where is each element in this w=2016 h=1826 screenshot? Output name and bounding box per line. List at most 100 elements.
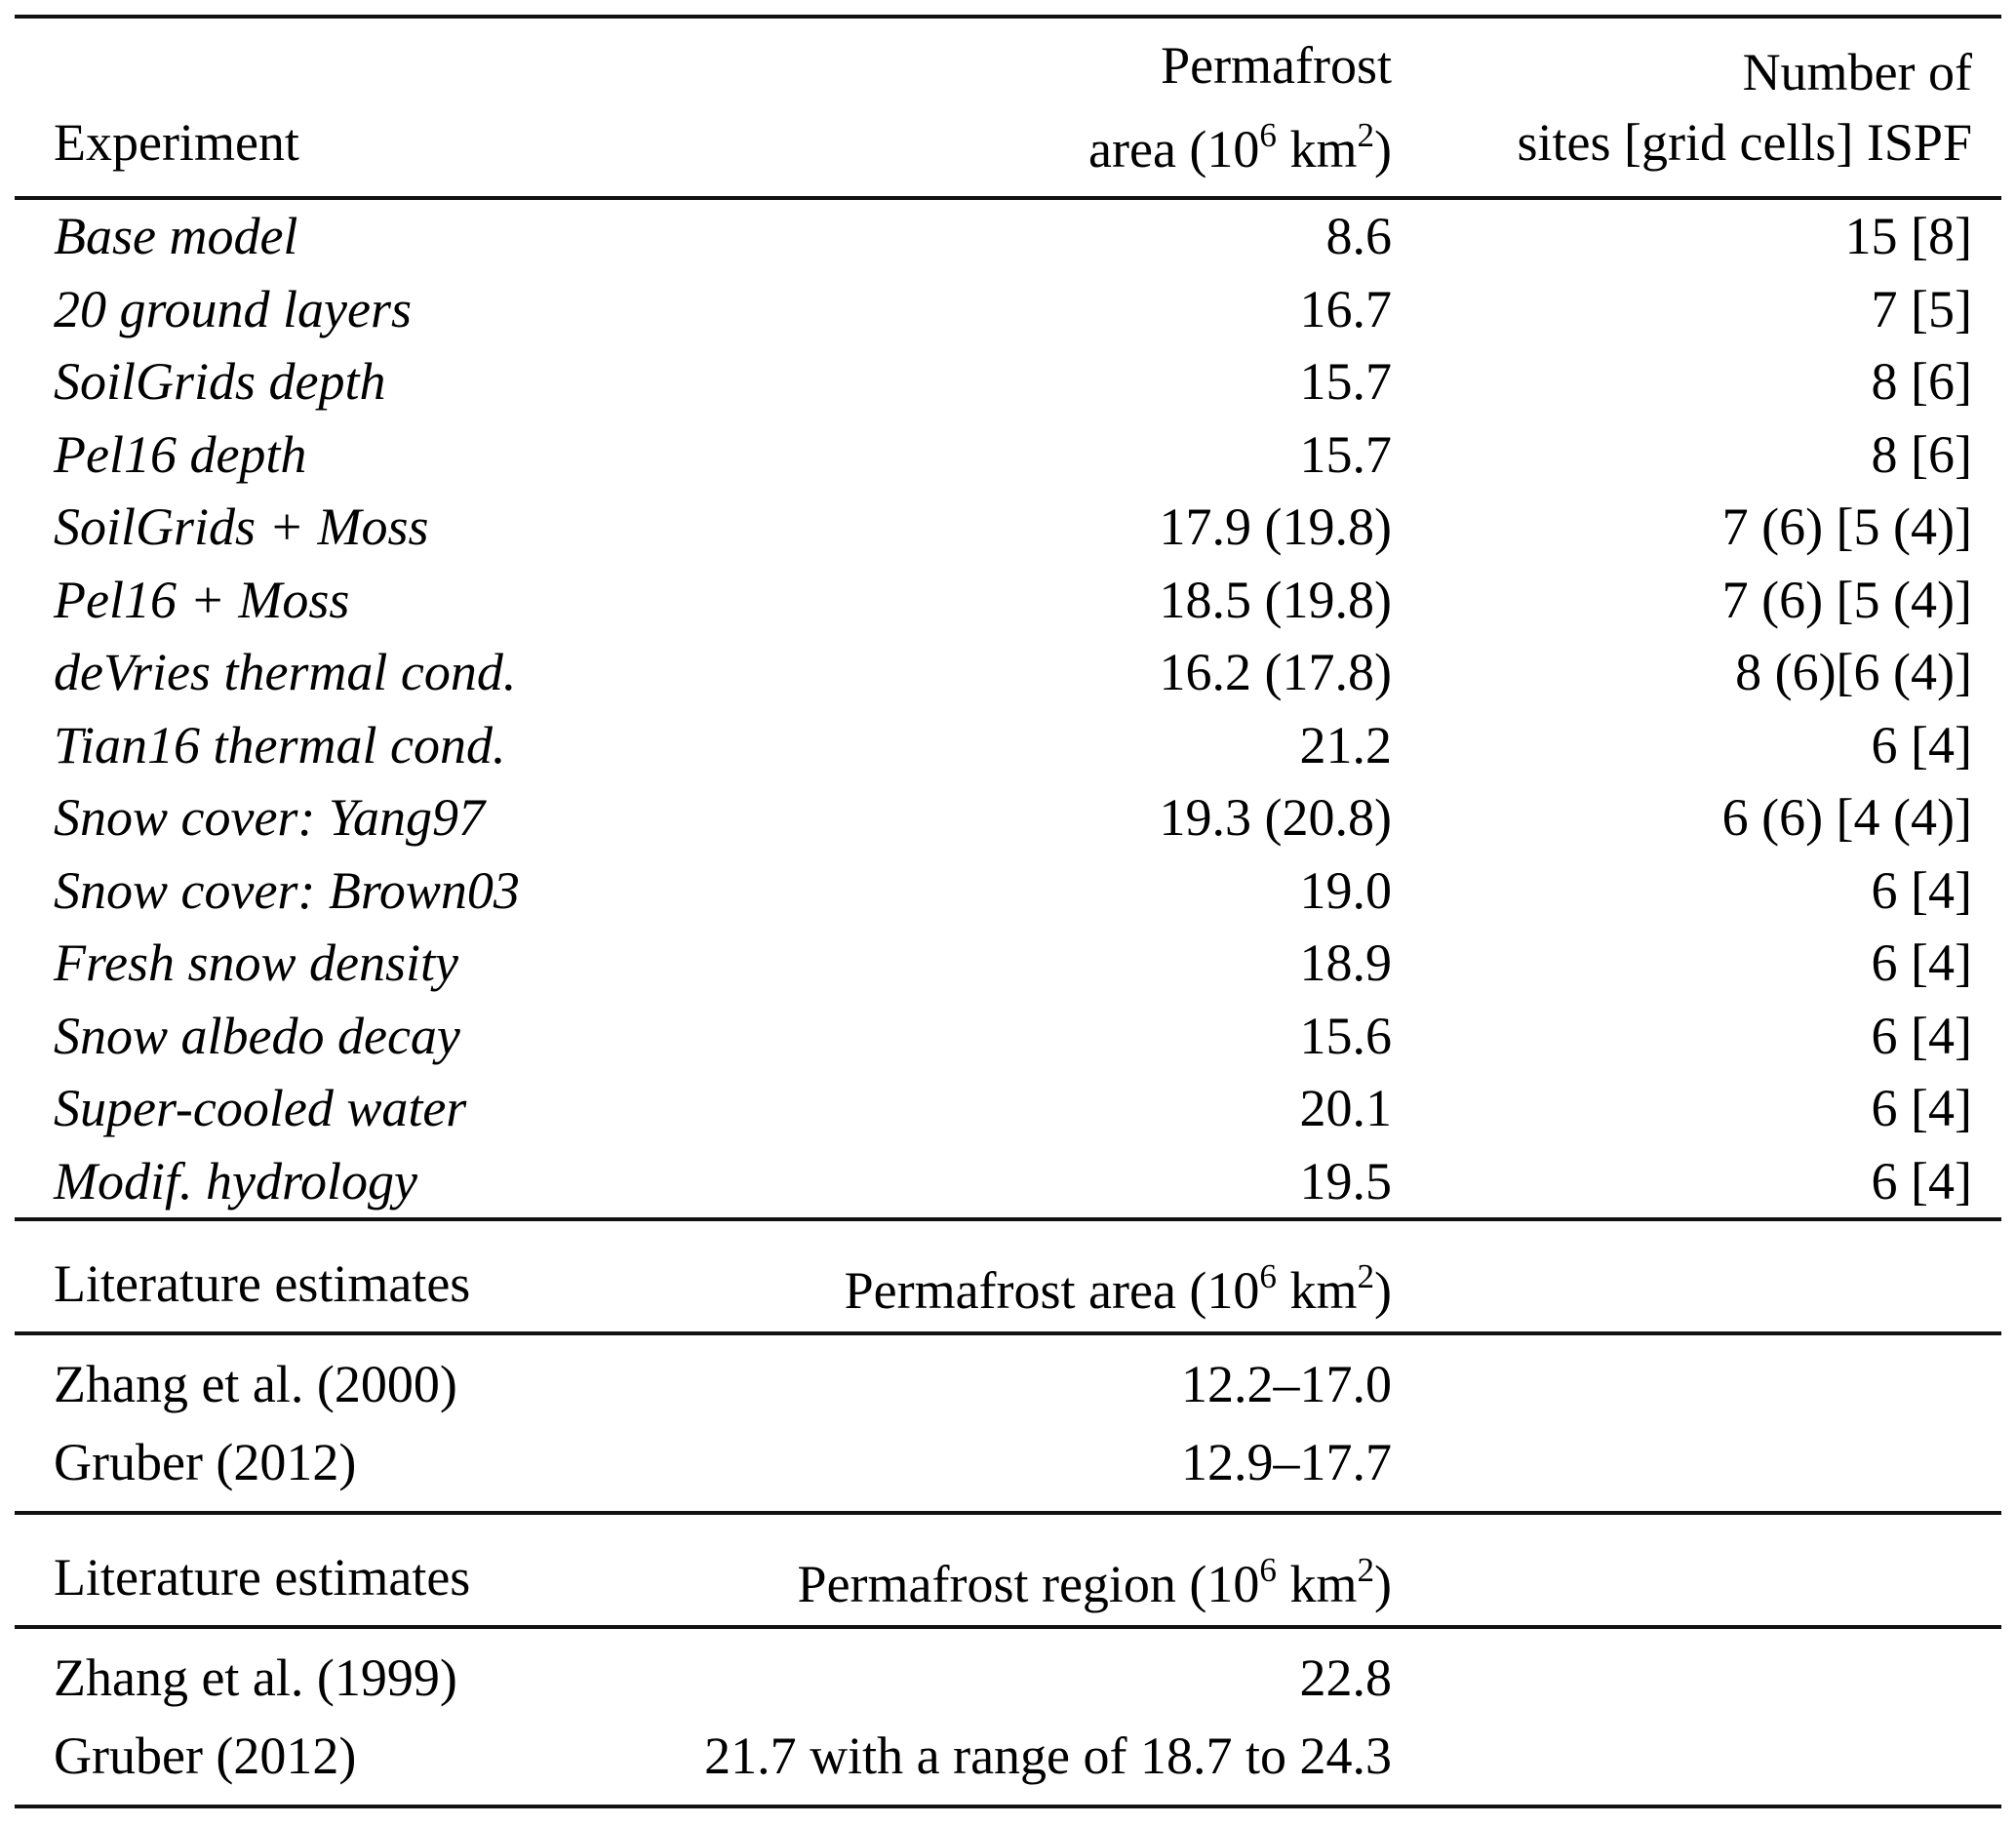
literature-area-header-row: Literature estimates Permafrost area (10… — [15, 1221, 2001, 1331]
permafrost-area-header-cell: Permafrost area (106 km2) — [543, 30, 1421, 184]
table-row: Pel16 + Moss 18.5 (19.8) 7 (6) [5 (4)] — [15, 564, 2001, 637]
reference-name-cell: Zhang et al. (1999) — [54, 1648, 457, 1707]
area-value-cell: 8.6 — [1325, 207, 1393, 265]
experiment-name-cell: Pel16 depth — [54, 424, 307, 484]
sites-value-cell: 8 (6)[6 (4)] — [1735, 643, 1972, 701]
table-row: Base model 8.6 15 [8] — [15, 200, 2001, 273]
table-row: Zhang et al. (2000) 12.2–17.0 — [15, 1345, 2001, 1423]
lit-region-text: Permafrost region (10 — [797, 1555, 1260, 1614]
literature-estimates-label: Literature estimates — [54, 1253, 471, 1313]
experiment-name-cell: Super-cooled water — [54, 1079, 467, 1137]
area-value-cell: 18.9 — [1299, 933, 1393, 992]
header-rule — [15, 196, 2001, 200]
sites-header-line2: sites [grid cells] ISPF — [1517, 113, 1973, 172]
area-value-cell: 16.7 — [1299, 279, 1393, 338]
permafrost-area-header-line1: Permafrost — [1161, 35, 1392, 95]
reference-value-cell: 22.8 — [1299, 1648, 1393, 1707]
table-row: Tian16 thermal cond. 21.2 6 [4] — [15, 709, 2001, 782]
top-rule — [15, 15, 2001, 19]
literature-area-header: Permafrost area (106 km2) — [543, 1221, 1421, 1346]
reference-name-cell: Zhang et al. (2000) — [54, 1355, 457, 1413]
experiment-name-cell: Snow cover: Brown03 — [54, 860, 520, 920]
table-row: Modif. hydrology 19.5 6 [4] — [15, 1145, 2001, 1218]
literature-estimates-label: Literature estimates — [54, 1547, 471, 1607]
area-value-cell: 21.2 — [1299, 715, 1393, 774]
exponent-2: 2 — [1357, 1551, 1375, 1589]
exponent-6: 6 — [1259, 1551, 1277, 1589]
sites-header-line1: Number of — [1742, 43, 1972, 101]
literature-region-header-rule — [15, 1625, 2001, 1629]
table-header-row: Experiment Permafrost area (106 km2) Num… — [15, 19, 2001, 196]
experiment-name-cell: Tian16 thermal cond. — [54, 715, 506, 774]
literature-region-top-rule — [15, 1511, 2001, 1515]
area-value-cell: 20.1 — [1299, 1079, 1393, 1137]
table-row: SoilGrids depth 15.7 8 [6] — [15, 345, 2001, 418]
reference-value-cell: 21.7 with a range of 18.7 to 24.3 — [704, 1727, 1392, 1785]
sites-value-cell: 7 (6) [5 (4)] — [1721, 570, 1972, 629]
experiment-name-cell: deVries thermal cond. — [54, 643, 517, 701]
literature-region-header-row: Literature estimates Permafrost region (… — [15, 1515, 2001, 1625]
sites-value-cell: 6 [4] — [1871, 1151, 1972, 1211]
area-value-cell: 16.2 (17.8) — [1159, 643, 1392, 701]
lit-area-close: ) — [1374, 1261, 1392, 1321]
empty-cell — [1421, 1717, 2001, 1795]
experiment-rows: Base model 8.6 15 [8] 20 ground layers 1… — [15, 200, 2001, 1217]
experiment-name-cell: Modif. hydrology — [54, 1151, 417, 1211]
lit-area-text: Permafrost area (10 — [844, 1261, 1260, 1321]
reference-name-cell: Gruber (2012) — [54, 1433, 357, 1491]
experiment-name-cell: SoilGrids depth — [54, 352, 386, 411]
empty-cell — [1421, 1345, 2001, 1423]
area-value-cell: 15.7 — [1299, 424, 1393, 484]
area-value-cell: 18.5 (19.8) — [1159, 570, 1392, 629]
exponent-2: 2 — [1357, 1257, 1375, 1295]
lit-region-km: km — [1276, 1555, 1358, 1614]
area-value-cell: 19.0 — [1299, 860, 1393, 920]
experiment-name-cell: Snow cover: Yang97 — [54, 788, 485, 847]
sites-header-cell: Number of sites [grid cells] ISPF — [1421, 37, 2001, 178]
sites-value-cell: 8 [6] — [1871, 424, 1972, 484]
table-row: Snow cover: Brown03 19.0 6 [4] — [15, 854, 2001, 928]
table-row: Fresh snow density 18.9 6 [4] — [15, 927, 2001, 1000]
table-row: Snow albedo decay 15.6 6 [4] — [15, 1000, 2001, 1073]
area-value-cell: 15.7 — [1299, 352, 1393, 411]
literature-region-header: Permafrost region (106 km2) — [543, 1515, 1421, 1640]
reference-name-cell: Gruber (2012) — [54, 1727, 357, 1785]
bottom-rule — [15, 1805, 2001, 1808]
experiment-name-cell: SoilGrids + Moss — [54, 497, 429, 556]
table-row: 20 ground layers 16.7 7 [5] — [15, 273, 2001, 346]
literature-region-rows: Zhang et al. (1999) 22.8 Gruber (2012) 2… — [15, 1629, 2001, 1805]
sites-value-cell: 8 [6] — [1871, 352, 1972, 411]
sites-value-cell: 7 (6) [5 (4)] — [1721, 497, 1972, 556]
table-row: Gruber (2012) 12.9–17.7 — [15, 1423, 2001, 1501]
experiment-name-cell: 20 ground layers — [54, 279, 412, 338]
sites-value-cell: 6 [4] — [1871, 860, 1972, 920]
exponent-6: 6 — [1259, 115, 1277, 154]
literature-area-rows: Zhang et al. (2000) 12.2–17.0 Gruber (20… — [15, 1335, 2001, 1511]
area-value-cell: 19.5 — [1299, 1151, 1393, 1211]
lit-region-close: ) — [1374, 1555, 1392, 1614]
experiment-header-cell: Experiment — [15, 37, 543, 178]
reference-value-cell: 12.9–17.7 — [1181, 1433, 1392, 1491]
empty-cell — [1421, 1639, 2001, 1717]
area-unit-close: ) — [1374, 120, 1392, 179]
table-row: Snow cover: Yang97 19.3 (20.8) 6 (6) [4 … — [15, 781, 2001, 854]
experiment-name-cell: Fresh snow density — [54, 933, 458, 992]
spacer-line — [54, 37, 543, 107]
table-row: deVries thermal cond. 16.2 (17.8) 8 (6)[… — [15, 636, 2001, 709]
area-unit-text: area (10 — [1088, 120, 1260, 179]
area-value-cell: 19.3 (20.8) — [1159, 788, 1392, 847]
experiment-header-label: Experiment — [54, 113, 299, 172]
lit-area-km: km — [1276, 1261, 1358, 1321]
area-value-cell: 15.6 — [1299, 1006, 1393, 1065]
table-row: Super-cooled water 20.1 6 [4] — [15, 1072, 2001, 1145]
area-unit-km: km — [1276, 120, 1358, 179]
experiment-name-cell: Snow albedo decay — [54, 1006, 460, 1065]
exponent-2: 2 — [1357, 115, 1375, 154]
area-value-cell: 17.9 (19.8) — [1159, 497, 1392, 556]
sites-value-cell: 15 [8] — [1844, 207, 1972, 265]
sites-value-cell: 6 [4] — [1871, 933, 1972, 992]
table-row: Zhang et al. (1999) 22.8 — [15, 1639, 2001, 1717]
sites-value-cell: 6 [4] — [1871, 1006, 1972, 1065]
experiment-name-cell: Base model — [54, 207, 298, 265]
